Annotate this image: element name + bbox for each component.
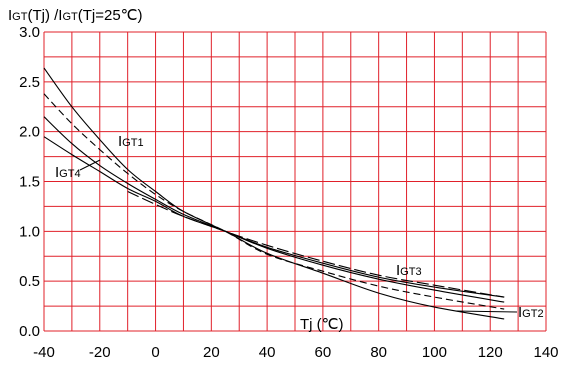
series-line-igt-alt [43, 136, 505, 298]
x-tick-label: 100 [422, 344, 447, 361]
series-label-igt1: IGT1 [118, 133, 144, 150]
y-tick-label: 0.5 [19, 273, 40, 290]
y-tick-label: 0.0 [19, 323, 40, 340]
x-tick-label: -20 [89, 344, 111, 361]
x-tick-label: -40 [33, 344, 55, 361]
y-tick-label: 2.5 [19, 74, 40, 91]
series-line-igt4 [43, 116, 505, 303]
series-leader-igt4 [79, 159, 101, 171]
x-tick-label: 0 [151, 344, 159, 361]
tick-labels: -40 -20 0 20 40 60 80 100 120 140 0.0 0.5 1.0 1.5 2.0 2… [19, 24, 558, 361]
series-label-igt4: IGT4 [55, 164, 81, 181]
series-line-igt1 [43, 67, 505, 320]
x-tick-label: 20 [203, 344, 220, 361]
y-tick-label: 2.0 [19, 124, 40, 141]
x-axis-label: Tj (℃) [300, 316, 344, 333]
series-label-igt2: IGT2 [518, 304, 544, 321]
y-tick-label: 3.0 [19, 24, 40, 41]
y-tick-label: 1.0 [19, 223, 40, 240]
series-labels: IGT1 IGT2 IGT3 IGT4 [55, 133, 544, 321]
series-leader-igt2 [454, 310, 518, 313]
series-line-igt3 [127, 190, 505, 298]
x-tick-label: 80 [370, 344, 387, 361]
series-label-igt3: IGT3 [396, 262, 422, 279]
grid [43, 31, 547, 332]
x-tick-label: 60 [315, 344, 332, 361]
x-tick-label: 120 [478, 344, 503, 361]
y-axis-label: IGT(Tj) /IGT(Tj=25℃) [8, 7, 143, 24]
series-line-igt2 [43, 93, 505, 310]
series-lines [43, 67, 505, 320]
x-tick-label: 140 [533, 344, 558, 361]
y-tick-label: 1.5 [19, 174, 40, 191]
x-tick-label: 40 [259, 344, 276, 361]
